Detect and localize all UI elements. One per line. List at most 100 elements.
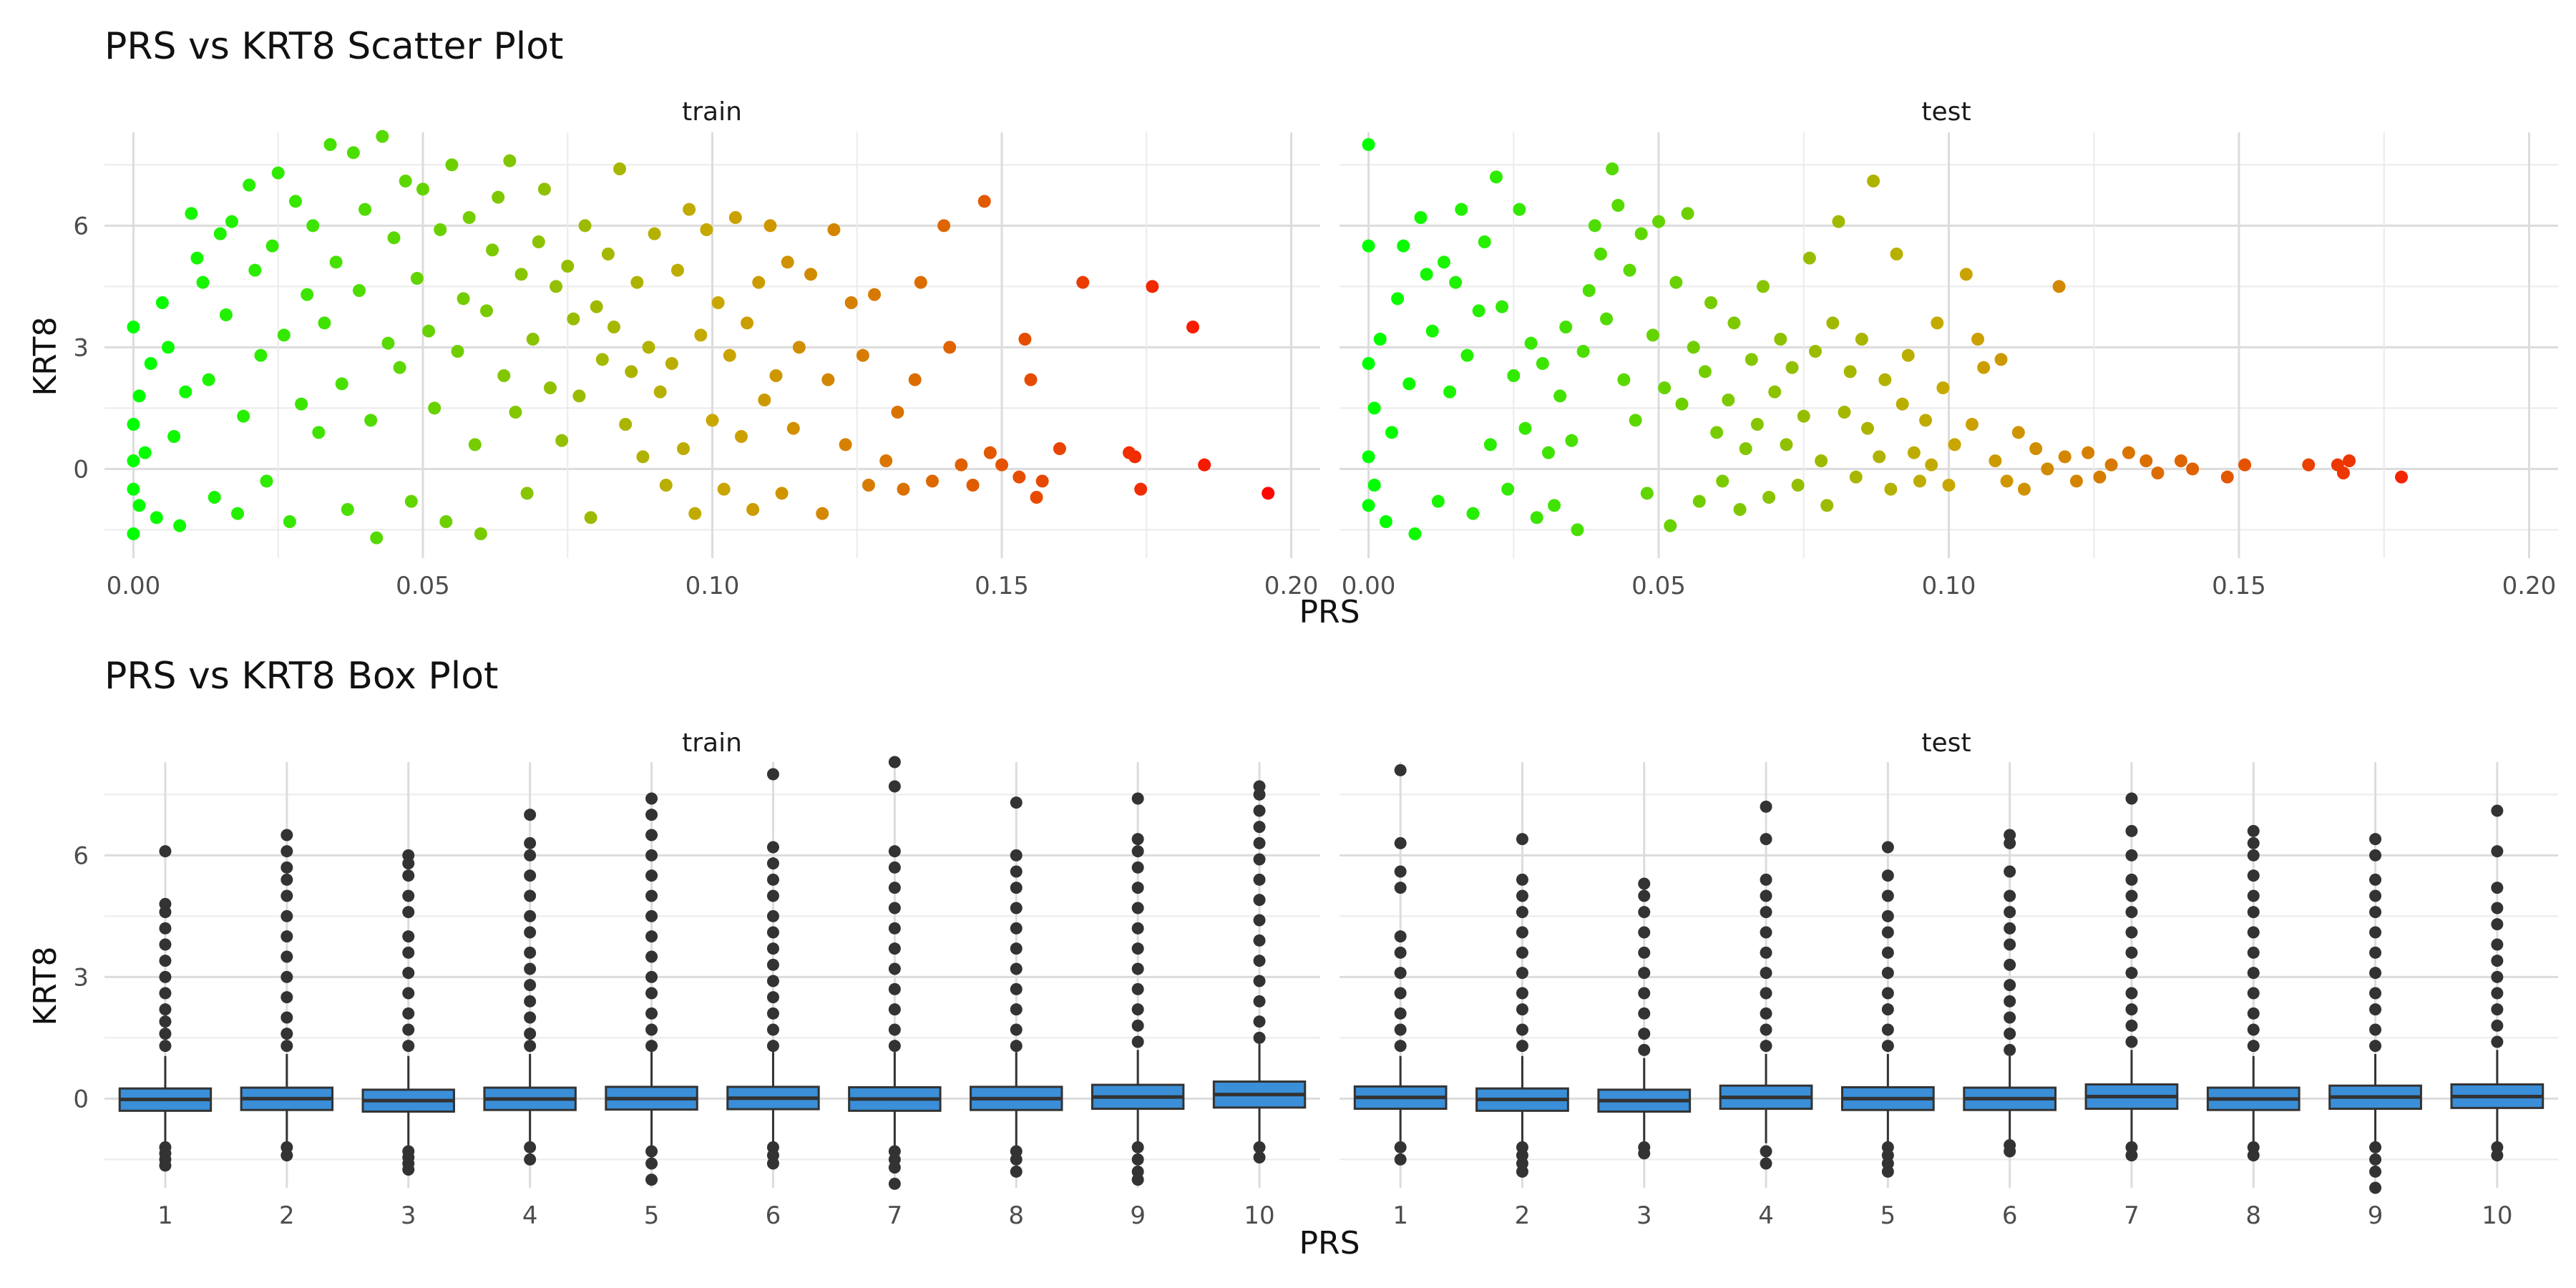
box-outlier xyxy=(1760,833,1772,846)
scatter-facet-label-test: test xyxy=(1921,97,1971,127)
box-outlier xyxy=(1516,967,1528,980)
scatter-point xyxy=(1849,470,1863,484)
scatter-panel-train: 0 3 6 0.00 0.05 0.10 0.15 0.20 xyxy=(73,130,1320,600)
box-outlier xyxy=(2247,1007,2260,1020)
scatter-point xyxy=(2017,482,2031,496)
scatter-point xyxy=(520,487,534,500)
scatter-point xyxy=(862,479,875,492)
box-outlier xyxy=(159,955,172,967)
scatter-point xyxy=(2093,470,2107,484)
scatter-point xyxy=(503,154,517,167)
box-outlier xyxy=(888,1023,901,1036)
box-outlier xyxy=(280,1040,293,1053)
scatter-point xyxy=(1146,280,1159,293)
scatter-point xyxy=(1867,175,1880,187)
scatter-point xyxy=(219,308,233,321)
scatter-point xyxy=(1669,275,1683,289)
box-outlier xyxy=(1516,889,1528,902)
box-test-x-tick-label: 7 xyxy=(2124,1201,2140,1230)
scatter-point xyxy=(584,511,597,525)
box-outlier xyxy=(2125,967,2138,980)
box-outlier xyxy=(2369,1003,2382,1016)
box-outlier xyxy=(2125,1035,2138,1048)
scatter-point xyxy=(537,182,551,196)
scatter-train-x-tick-label: 0.05 xyxy=(396,572,450,600)
scatter-point xyxy=(1606,162,1619,175)
scatter-point xyxy=(265,239,279,253)
box-outlier xyxy=(1516,926,1528,939)
box-outlier xyxy=(2247,1149,2260,1162)
box-outlier xyxy=(2491,1003,2504,1016)
box-outlier xyxy=(1010,865,1023,878)
box-outlier xyxy=(1881,967,1894,980)
scatter-point xyxy=(717,482,731,496)
box-outlier xyxy=(2004,979,2016,992)
box-train-x-tick-label: 10 xyxy=(1244,1201,1274,1230)
box-outlier xyxy=(1010,942,1023,955)
box-outlier xyxy=(1881,909,1894,922)
scatter-point xyxy=(1640,487,1654,500)
scatter-point xyxy=(700,223,713,236)
box-outlier xyxy=(2247,926,2260,939)
scatter-point xyxy=(1571,523,1584,537)
scatter-point xyxy=(312,426,326,439)
box-outlier xyxy=(2004,1011,2016,1024)
box-outlier xyxy=(280,829,293,841)
scatter-point xyxy=(2000,474,2014,488)
scatter-point xyxy=(746,503,760,516)
box-outlier xyxy=(1516,946,1528,959)
box-outlier xyxy=(524,946,537,959)
scatter-point xyxy=(977,195,991,208)
box-outlier xyxy=(1131,922,1144,935)
box-outlier xyxy=(1131,962,1144,975)
scatter-point xyxy=(1942,479,1956,492)
box-outlier xyxy=(524,909,537,922)
box-outlier xyxy=(888,942,901,955)
box-outlier xyxy=(1253,1141,1266,1153)
box-outlier xyxy=(766,909,779,922)
scatter-point xyxy=(295,397,308,411)
box-outlier xyxy=(2004,906,2016,919)
box-outlier xyxy=(159,938,172,951)
box-x-axis-title: PRS xyxy=(1299,1225,1360,1262)
scatter-point xyxy=(1629,414,1642,427)
scatter-point xyxy=(1472,304,1485,318)
box-outlier xyxy=(1638,926,1651,939)
box-outlier xyxy=(1516,1003,1528,1016)
scatter-point xyxy=(758,394,771,406)
scatter-point xyxy=(683,203,696,216)
box-outlier xyxy=(1253,873,1266,886)
scatter-point xyxy=(1994,353,2008,366)
box-outlier xyxy=(2369,833,2382,846)
box-outlier xyxy=(1131,1019,1144,1032)
scatter-point xyxy=(1035,474,1049,488)
scatter-point xyxy=(2011,426,2025,439)
box-outlier xyxy=(2125,906,2138,919)
box-outlier xyxy=(888,845,901,858)
scatter-title: PRS vs KRT8 Scatter Plot xyxy=(104,25,563,68)
scatter-point xyxy=(155,296,169,309)
scatter-point xyxy=(179,385,192,399)
scatter-point xyxy=(694,328,708,342)
box-outlier xyxy=(1881,926,1894,939)
scatter-point xyxy=(914,275,927,289)
box-outlier xyxy=(645,1023,658,1036)
box-panel-test: 1 2 3 4 5 6 7 8 9 10 xyxy=(1340,762,2558,1230)
box-outlier xyxy=(1253,955,1266,967)
scatter-point xyxy=(1362,450,1375,464)
scatter-point xyxy=(161,341,175,354)
scatter-point xyxy=(492,190,505,204)
scatter-point xyxy=(636,450,650,464)
scatter-point xyxy=(804,268,818,281)
scatter-point xyxy=(185,207,198,220)
scatter-point xyxy=(434,223,447,236)
scatter-point xyxy=(1681,207,1694,220)
box-outlier xyxy=(1516,1040,1528,1053)
box-outlier xyxy=(1131,861,1144,874)
box-outlier xyxy=(159,1040,172,1053)
box-outlier xyxy=(1253,780,1266,793)
scatter-point xyxy=(665,357,678,370)
box-outlier xyxy=(645,889,658,902)
scatter-point xyxy=(479,304,493,318)
scatter-point xyxy=(856,348,869,362)
